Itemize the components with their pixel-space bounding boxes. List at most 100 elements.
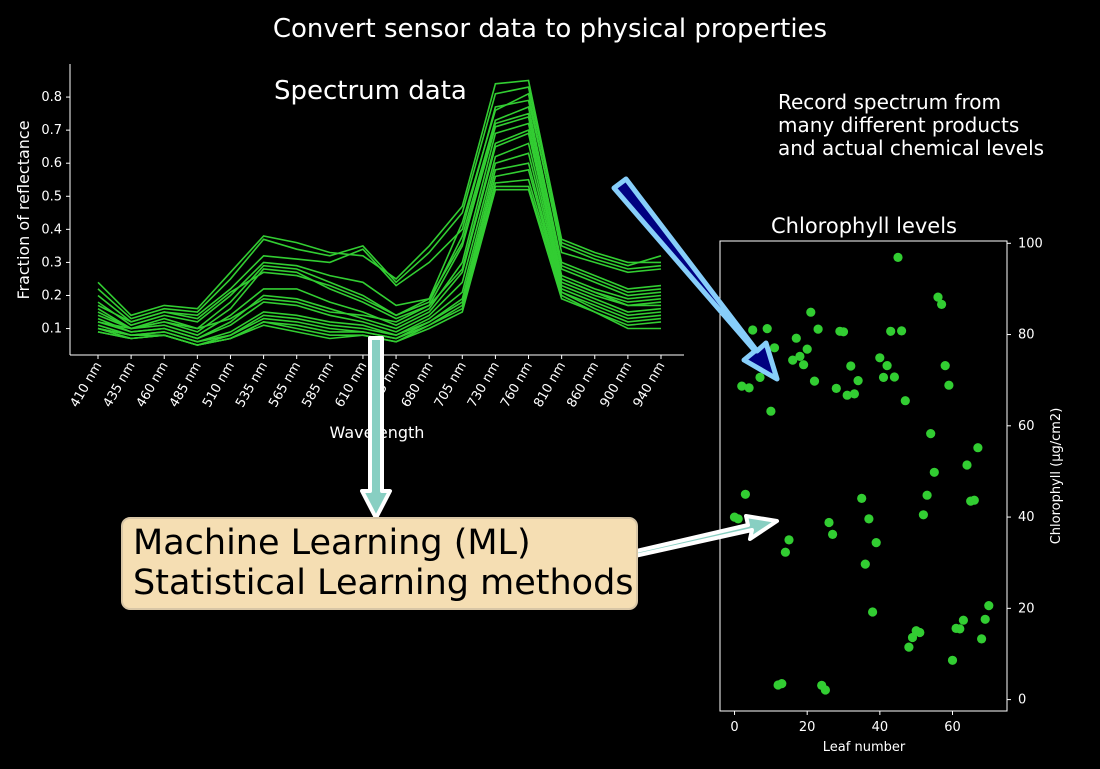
scatter-point	[755, 372, 765, 382]
scatter-x-tick-label: 0	[730, 720, 738, 735]
diagonal-arrow-icon	[611, 176, 780, 382]
scatter-point	[831, 383, 841, 393]
scatter-point	[853, 376, 863, 386]
scatter-y-tick-label: 40	[1018, 510, 1035, 525]
scatter-point	[744, 383, 754, 393]
scatter-y-tick-label: 0	[1018, 693, 1026, 708]
scatter-point	[806, 307, 816, 317]
scatter-point	[940, 361, 950, 371]
spectrum-y-tick-label: 0.6	[41, 156, 62, 171]
scatter-point	[791, 333, 801, 343]
scatter-y-tick-label: 20	[1018, 601, 1035, 616]
scatter-point	[828, 529, 838, 540]
scatter-x-label: Leaf number	[823, 740, 906, 755]
right-arrow-icon	[617, 514, 779, 561]
scatter-y-label: Chlorophyll (µg/cm2)	[1049, 408, 1064, 545]
scatter-point	[889, 372, 900, 382]
scatter-point	[784, 535, 794, 545]
scatter-y-tick-label: 100	[1018, 236, 1043, 251]
spectrum-series-line	[97, 86, 662, 320]
scatter-point	[820, 685, 831, 695]
spectrum-series-line	[97, 142, 661, 340]
scatter-point	[871, 538, 881, 548]
scatter-point	[849, 389, 860, 399]
scatter-x-tick-label: 60	[944, 720, 961, 735]
scatter-y-ticks: 0 20 40 60 80 100	[1007, 236, 1043, 708]
spectrum-series-line	[97, 79, 661, 317]
scatter-point	[900, 396, 910, 406]
scatter-point	[799, 360, 809, 370]
scatter-point	[875, 353, 885, 363]
scatter-point	[868, 607, 878, 617]
scatter-point	[842, 390, 852, 400]
scatter-point	[780, 547, 791, 557]
scatter-x-tick-label: 20	[799, 720, 816, 735]
spectrum-y-tick-label: 0.1	[41, 322, 62, 337]
spectrum-series-line	[97, 185, 662, 346]
scatter-point	[977, 634, 987, 644]
down-arrow-icon	[360, 336, 392, 520]
scatter-point	[788, 355, 798, 365]
arrow-note-to-scatter	[611, 176, 780, 382]
spectrum-title: Spectrum data	[274, 76, 467, 106]
scatter-point	[766, 406, 776, 416]
scatter-title: Chlorophyll levels	[771, 214, 957, 238]
scatter-point	[882, 361, 892, 371]
spectrum-series-line	[97, 129, 662, 330]
scatter-point	[915, 627, 925, 638]
note-line-2: many different products	[778, 113, 1019, 137]
spectrum-y-tick-label: 0.4	[41, 222, 62, 237]
scatter-point	[748, 325, 758, 335]
spectrum-series-line	[97, 92, 662, 327]
scatter-point	[762, 324, 772, 334]
spectrum-y-tick-label: 0.3	[41, 255, 62, 270]
scatter-point	[886, 326, 896, 336]
spectrum-y-tick-label: 0.2	[41, 288, 62, 303]
scatter-y-tick-label: 60	[1018, 419, 1035, 434]
scatter-point	[737, 381, 747, 391]
scatter-point	[955, 624, 965, 634]
scatter-point	[838, 327, 849, 337]
scatter-frame	[719, 240, 1008, 712]
scatter-point	[933, 292, 943, 302]
scatter-point	[922, 490, 932, 500]
spectrum-series-line	[97, 112, 662, 323]
note-line-1: Record spectrum from	[778, 90, 1001, 114]
scatter-x-tick-label: 40	[872, 720, 889, 735]
scatter-point	[926, 429, 936, 439]
scatter-point	[824, 517, 834, 528]
scatter-point	[769, 343, 780, 353]
scatter-point	[857, 493, 867, 503]
scatter-points-group	[729, 252, 994, 695]
spectrum-y-tick-label: 0.5	[41, 189, 62, 204]
scatter-point	[878, 372, 889, 382]
spectrum-series-line	[97, 115, 662, 333]
annotation-note: Record spectrum from many different prod…	[778, 90, 1044, 160]
scatter-point	[897, 326, 907, 336]
scatter-point	[980, 614, 990, 624]
scatter-point	[984, 601, 994, 611]
spectrum-y-tick-label: 0.7	[41, 123, 62, 138]
scatter-point	[944, 380, 954, 390]
scatter-point	[929, 467, 939, 477]
scatter-point	[893, 252, 903, 262]
scatter-point	[864, 514, 874, 524]
ml-methods-box: Machine Learning (ML) Statistical Learni…	[121, 517, 638, 610]
spectrum-x-tick-label: 940 nm	[631, 360, 669, 411]
arrow-ml-to-scatter	[617, 514, 779, 561]
scatter-point	[802, 344, 812, 354]
scatter-point	[937, 299, 947, 309]
scatter-point	[947, 655, 958, 665]
scatter-point	[740, 489, 751, 499]
scatter-point	[813, 324, 823, 334]
spectrum-y-ticks: 0.1 0.2 0.3 0.4 0.5 0.6 0.7 0.8	[41, 90, 70, 337]
spectrum-y-tick-label: 0.8	[41, 90, 62, 105]
scatter-point	[958, 615, 969, 625]
scatter-y-tick-label: 80	[1018, 328, 1035, 343]
spectrum-series-line	[97, 162, 662, 343]
diagram-title: Convert sensor data to physical properti…	[273, 14, 827, 44]
spectrum-series-line	[97, 178, 662, 346]
scatter-point	[918, 510, 929, 520]
